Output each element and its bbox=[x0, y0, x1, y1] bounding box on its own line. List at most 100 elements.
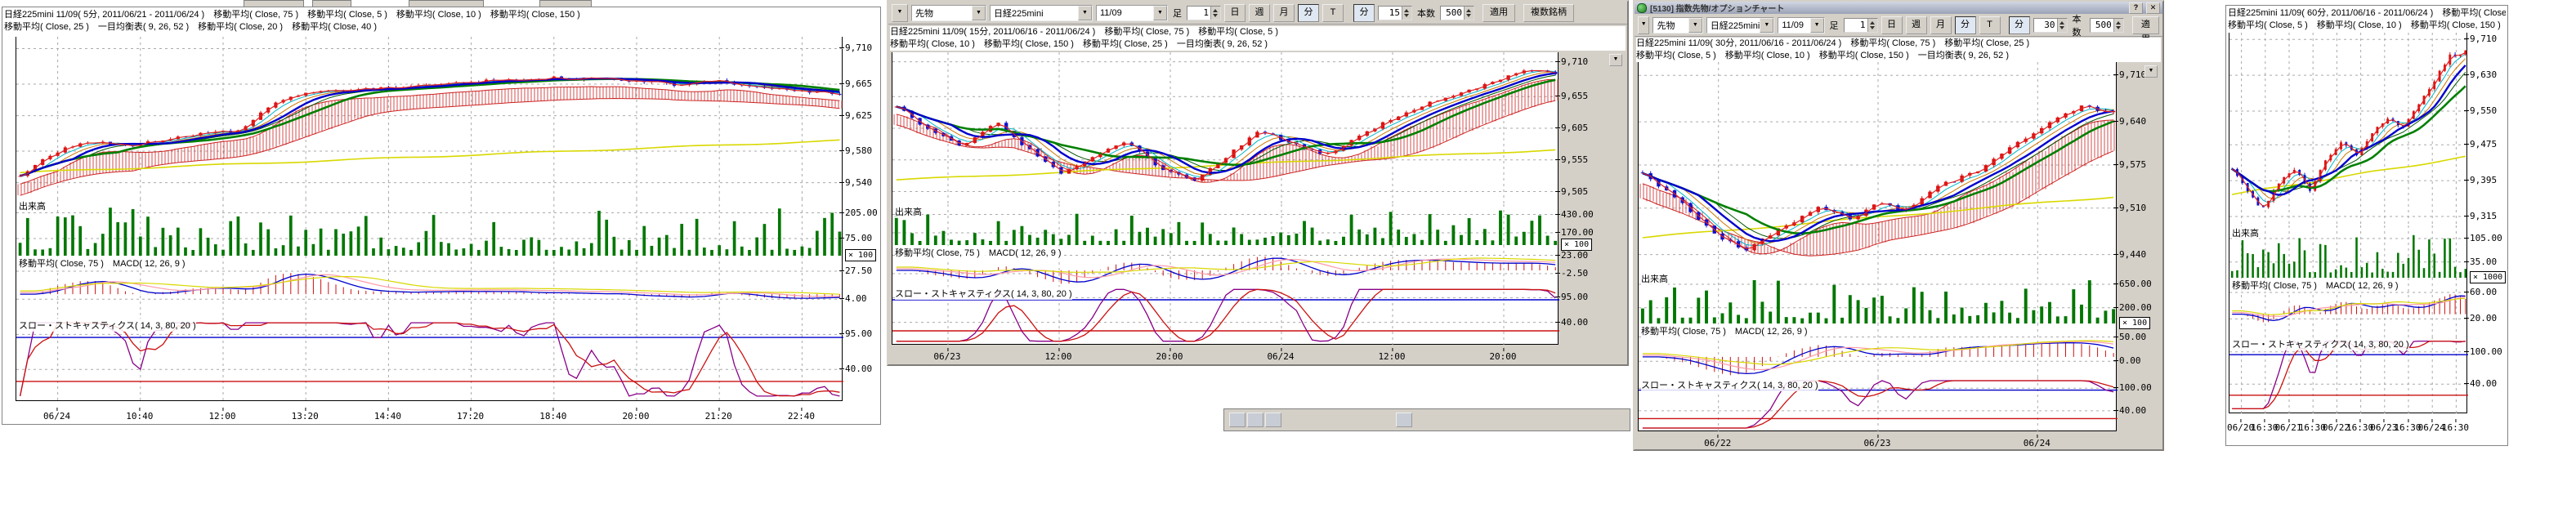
period-month-button[interactable]: 月 bbox=[1930, 16, 1952, 34]
period-tick-button[interactable]: T bbox=[1322, 3, 1344, 22]
axis-tick-label: 9,605 bbox=[1554, 123, 1589, 133]
chevron-down-icon[interactable]: ▼ bbox=[1809, 17, 1824, 33]
spinner-arrows-icon[interactable] bbox=[2056, 18, 2067, 32]
background-window-button bbox=[1396, 413, 1412, 427]
bar-count-stepper[interactable]: 500 bbox=[1440, 5, 1474, 20]
chart-scroll-button[interactable]: ▼ bbox=[2144, 65, 2158, 78]
bar-count-stepper[interactable]: 500 bbox=[2089, 17, 2124, 33]
volume-chart bbox=[2229, 225, 2468, 278]
minute-unit-button[interactable]: 分 bbox=[2008, 16, 2030, 34]
time-tick-label: 22:40 bbox=[787, 408, 815, 422]
market-select[interactable]: 先物 ▼ bbox=[911, 4, 986, 21]
axis-tick-label: 40.00 bbox=[1554, 316, 1589, 328]
bar-label: 足 bbox=[1173, 8, 1182, 19]
time-tick-label: 13:20 bbox=[291, 408, 319, 422]
time-tick-label: 06/20 bbox=[2227, 419, 2255, 433]
price-chart bbox=[1638, 62, 2118, 271]
macd-section-label: 移動平均( Close, 75 ) MACD( 12, 26, 9 ) bbox=[19, 256, 186, 270]
time-tick-label: 06/22 bbox=[2322, 419, 2350, 433]
bar-interval-stepper[interactable]: 1 bbox=[1843, 17, 1878, 33]
time-tick-label: 20:00 bbox=[1489, 348, 1517, 362]
background-window-fragment bbox=[409, 0, 484, 7]
time-axis: 06/23 12:00 20:00 06/24 12:00 20:00 bbox=[892, 348, 1559, 364]
axis-tick-label: 9,395 bbox=[2463, 175, 2498, 186]
chart-scroll-button[interactable]: ▼ bbox=[1609, 54, 1622, 66]
period-week-button[interactable]: 週 bbox=[1249, 3, 1270, 22]
help-button[interactable]: ? bbox=[2129, 2, 2143, 14]
spinner-arrows-icon[interactable] bbox=[1867, 18, 1877, 32]
time-axis: 06/24 10:40 12:00 13:20 14:40 17:20 18:40 20:00… bbox=[16, 408, 843, 424]
time-tick-label: 16:30 bbox=[2441, 419, 2469, 433]
time-tick-label: 06/24 bbox=[1267, 348, 1295, 362]
window-title-bar[interactable]: [5130] 指数先物/オプションチャート ? ✕ bbox=[1635, 2, 2162, 14]
time-tick-label: 06/24 bbox=[2417, 419, 2445, 433]
period-day-button[interactable]: 日 bbox=[1881, 16, 1903, 34]
axis-tick-label: 40.00 bbox=[839, 364, 873, 375]
apply-button[interactable]: 適用 bbox=[1483, 3, 1515, 22]
chevron-down-icon[interactable]: ▼ bbox=[1078, 5, 1092, 20]
chevron-down-icon[interactable]: ▼ bbox=[1688, 17, 1702, 33]
chevron-down-icon[interactable]: ▼ bbox=[1153, 5, 1167, 20]
stochastics-section-label: スロー・ストキャスティクス( 14, 3, 80, 20 ) bbox=[1641, 378, 1818, 391]
axis-tick-label: 95.00 bbox=[839, 328, 873, 340]
chevron-down-icon[interactable]: ▼ bbox=[972, 5, 986, 20]
time-tick-label: 06/22 bbox=[1704, 435, 1732, 448]
contract-month-select[interactable]: 11/09 ▼ bbox=[1096, 4, 1168, 21]
macd-chart bbox=[1638, 323, 2118, 377]
background-window-fragment bbox=[244, 0, 304, 7]
collapse-dropdown-button[interactable]: ▼ bbox=[892, 3, 908, 22]
axis-tick-label: 430.00 bbox=[1555, 208, 1594, 220]
chart-legend-line2: 移動平均( Close, 5 ) 移動平均( Close, 10 ) 移動平均(… bbox=[2228, 20, 2501, 30]
minute-value-stepper[interactable]: 30 bbox=[2033, 17, 2068, 33]
chart-window-60min: 日経225mini 11/09( 60分, 2011/06/16 - 2011/… bbox=[2225, 5, 2508, 446]
axis-tick-label: 9,710 bbox=[839, 42, 873, 54]
spinner-arrows-icon[interactable] bbox=[1464, 6, 1474, 20]
collapse-dropdown-button[interactable]: ▼ bbox=[1638, 16, 1650, 34]
close-button[interactable]: ✕ bbox=[2146, 2, 2160, 14]
background-window-fragment bbox=[539, 0, 592, 7]
price-chart bbox=[16, 37, 843, 199]
bar-count-label: 本数 bbox=[2072, 14, 2082, 38]
symbol-select[interactable]: 日経225mini ▼ bbox=[1706, 16, 1775, 33]
time-tick-label: 18:40 bbox=[539, 408, 567, 422]
period-month-button[interactable]: 月 bbox=[1273, 3, 1295, 22]
spinner-arrows-icon[interactable] bbox=[2113, 18, 2123, 32]
time-tick-label: 16:30 bbox=[2251, 419, 2279, 433]
volume-section-label: 出来高 bbox=[895, 205, 922, 218]
period-minute-button[interactable]: 分 bbox=[1954, 16, 1976, 34]
axis-tick-label: 9,555 bbox=[1554, 154, 1589, 165]
volume-section-label: 出来高 bbox=[1641, 272, 1668, 285]
axis-tick-label: 9,640 bbox=[2113, 116, 2147, 127]
bar-interval-stepper[interactable]: 1 bbox=[1187, 5, 1221, 20]
axis-tick-label: 50.00 bbox=[2113, 331, 2147, 342]
unit-multiplier-badge: × 100 bbox=[845, 249, 877, 261]
time-tick-label: 06/23 bbox=[933, 348, 961, 362]
time-tick-label: 16:30 bbox=[2394, 419, 2422, 433]
stochastics-section-label: スロー・ストキャスティクス( 14, 3, 80, 20 ) bbox=[19, 319, 196, 332]
chart-legend-line2: 移動平均( Close, 25 ) 一目均衡表( 9, 26, 52 ) 移動平… bbox=[4, 22, 377, 32]
axis-tick-label: 40.00 bbox=[2463, 378, 2498, 390]
axis-tick-label: 9,625 bbox=[839, 109, 873, 121]
market-select[interactable]: 先物 ▼ bbox=[1652, 16, 1703, 33]
spinner-arrows-icon[interactable] bbox=[1402, 6, 1411, 20]
chart-legend-line1: 日経225mini 11/09( 15分, 2011/06/16 - 2011/… bbox=[890, 27, 1279, 37]
period-tick-button[interactable]: T bbox=[1979, 16, 2001, 34]
period-week-button[interactable]: 週 bbox=[1905, 16, 1927, 34]
axis-tick-label: 9,665 bbox=[839, 78, 873, 89]
volume-chart bbox=[892, 204, 1559, 245]
axis-tick-label: 20.00 bbox=[2463, 313, 2498, 324]
time-axis: 06/20 16:30 06/21 16:30 06/22 16:30 06/23 16:30… bbox=[2227, 419, 2469, 435]
chevron-down-icon[interactable]: ▼ bbox=[1760, 17, 1774, 33]
contract-month-select[interactable]: 11/09 ▼ bbox=[1778, 16, 1825, 33]
axis-tick-label: 9,440 bbox=[2113, 248, 2147, 260]
period-day-button[interactable]: 日 bbox=[1224, 3, 1246, 22]
minute-value-stepper[interactable]: 15 bbox=[1378, 5, 1412, 20]
period-minute-button[interactable]: 分 bbox=[1298, 3, 1319, 22]
axis-tick-label: 100.00 bbox=[2464, 346, 2502, 357]
symbol-select[interactable]: 日経225mini ▼ bbox=[990, 4, 1093, 21]
axis-tick-label: -2.50 bbox=[1554, 268, 1589, 279]
minute-unit-button[interactable]: 分 bbox=[1353, 3, 1375, 22]
spinner-arrows-icon[interactable] bbox=[1210, 6, 1220, 20]
multi-symbol-button[interactable]: 複数銘柄 bbox=[1523, 3, 1574, 22]
time-tick-label: 20:00 bbox=[1156, 348, 1183, 362]
